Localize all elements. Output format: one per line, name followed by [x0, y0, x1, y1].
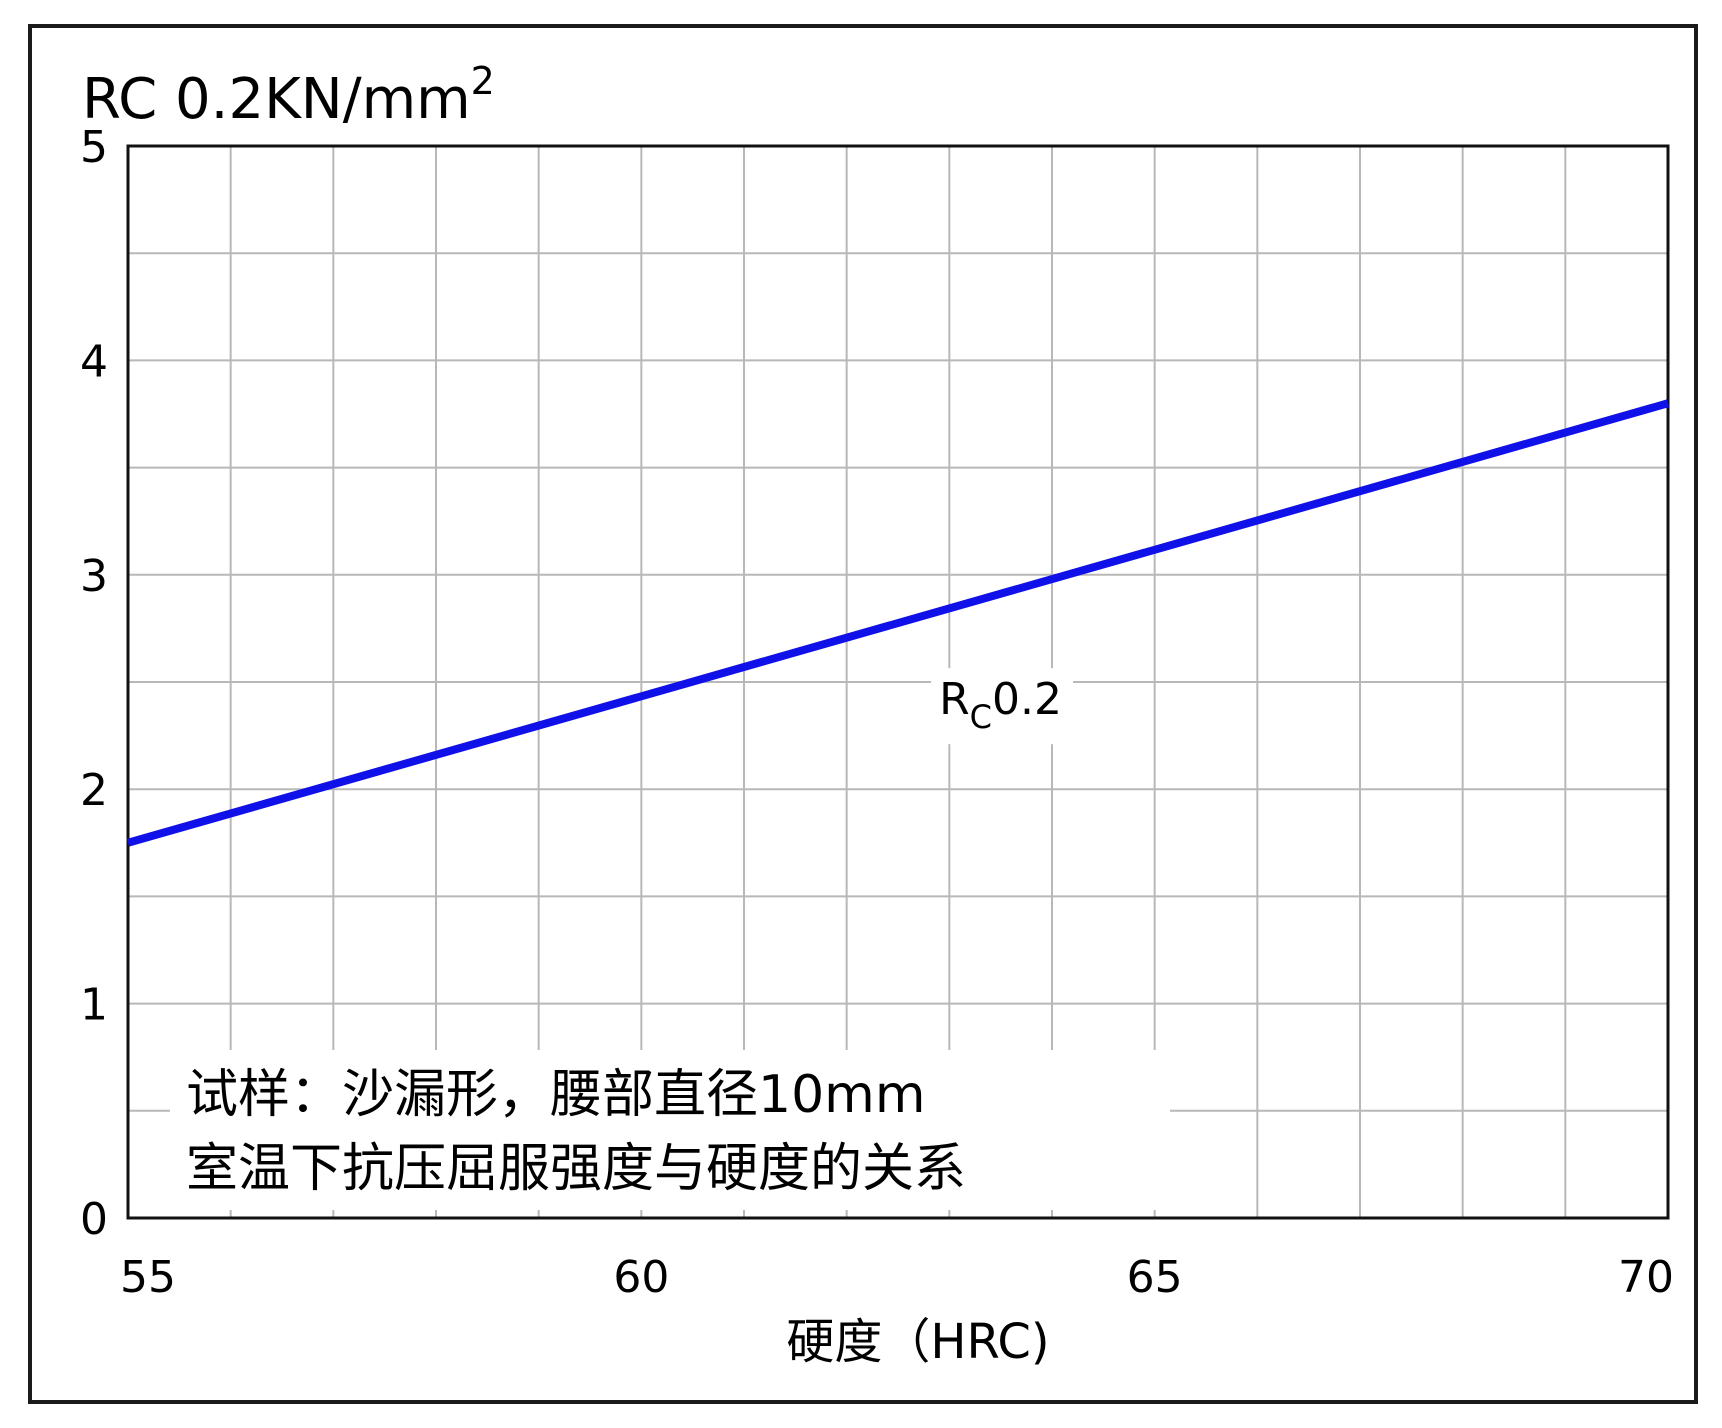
annotation-line-2: 室温下抗压屈服强度与硬度的关系 — [186, 1139, 966, 1199]
grid — [128, 146, 1668, 1218]
plot-area-border — [126, 144, 1670, 1220]
series-label-main: R — [939, 674, 970, 725]
y-tick-label: 0 — [80, 1194, 108, 1245]
y-tick-labels: 0 1 2 3 4 5 — [80, 122, 108, 1245]
y-tick-label: 4 — [80, 336, 108, 387]
annotation-background — [170, 1050, 1170, 1210]
y-axis-title-superscript: 2 — [471, 59, 495, 103]
x-tick-label: 65 — [1127, 1252, 1183, 1303]
series-lines — [126, 399, 1670, 847]
y-axis-title: RC 0.2KN/mm2 — [82, 59, 495, 132]
x-tick-label: 55 — [120, 1252, 176, 1303]
y-tick-label: 5 — [80, 122, 108, 173]
series-label-rc02: RC0.2 — [939, 674, 1062, 736]
annotation-line-1: 试样：沙漏形，腰部直径10mm — [186, 1065, 925, 1125]
y-tick-label: 3 — [80, 551, 108, 602]
series-label-subscript: C — [970, 698, 992, 736]
x-axis-title: 硬度（HRC) — [786, 1314, 1049, 1370]
series-line-0 — [126, 399, 1670, 847]
x-tick-label: 60 — [613, 1252, 669, 1303]
y-axis-title-main: RC 0.2KN/mm — [82, 67, 471, 132]
series-label-background — [931, 668, 1074, 745]
series-label-rest: 0.2 — [992, 674, 1062, 725]
y-tick-label: 2 — [80, 765, 108, 816]
y-tick-label: 1 — [80, 980, 108, 1031]
x-tick-labels: 55 60 65 70 — [120, 1252, 1674, 1303]
x-tick-label: 70 — [1618, 1252, 1674, 1303]
